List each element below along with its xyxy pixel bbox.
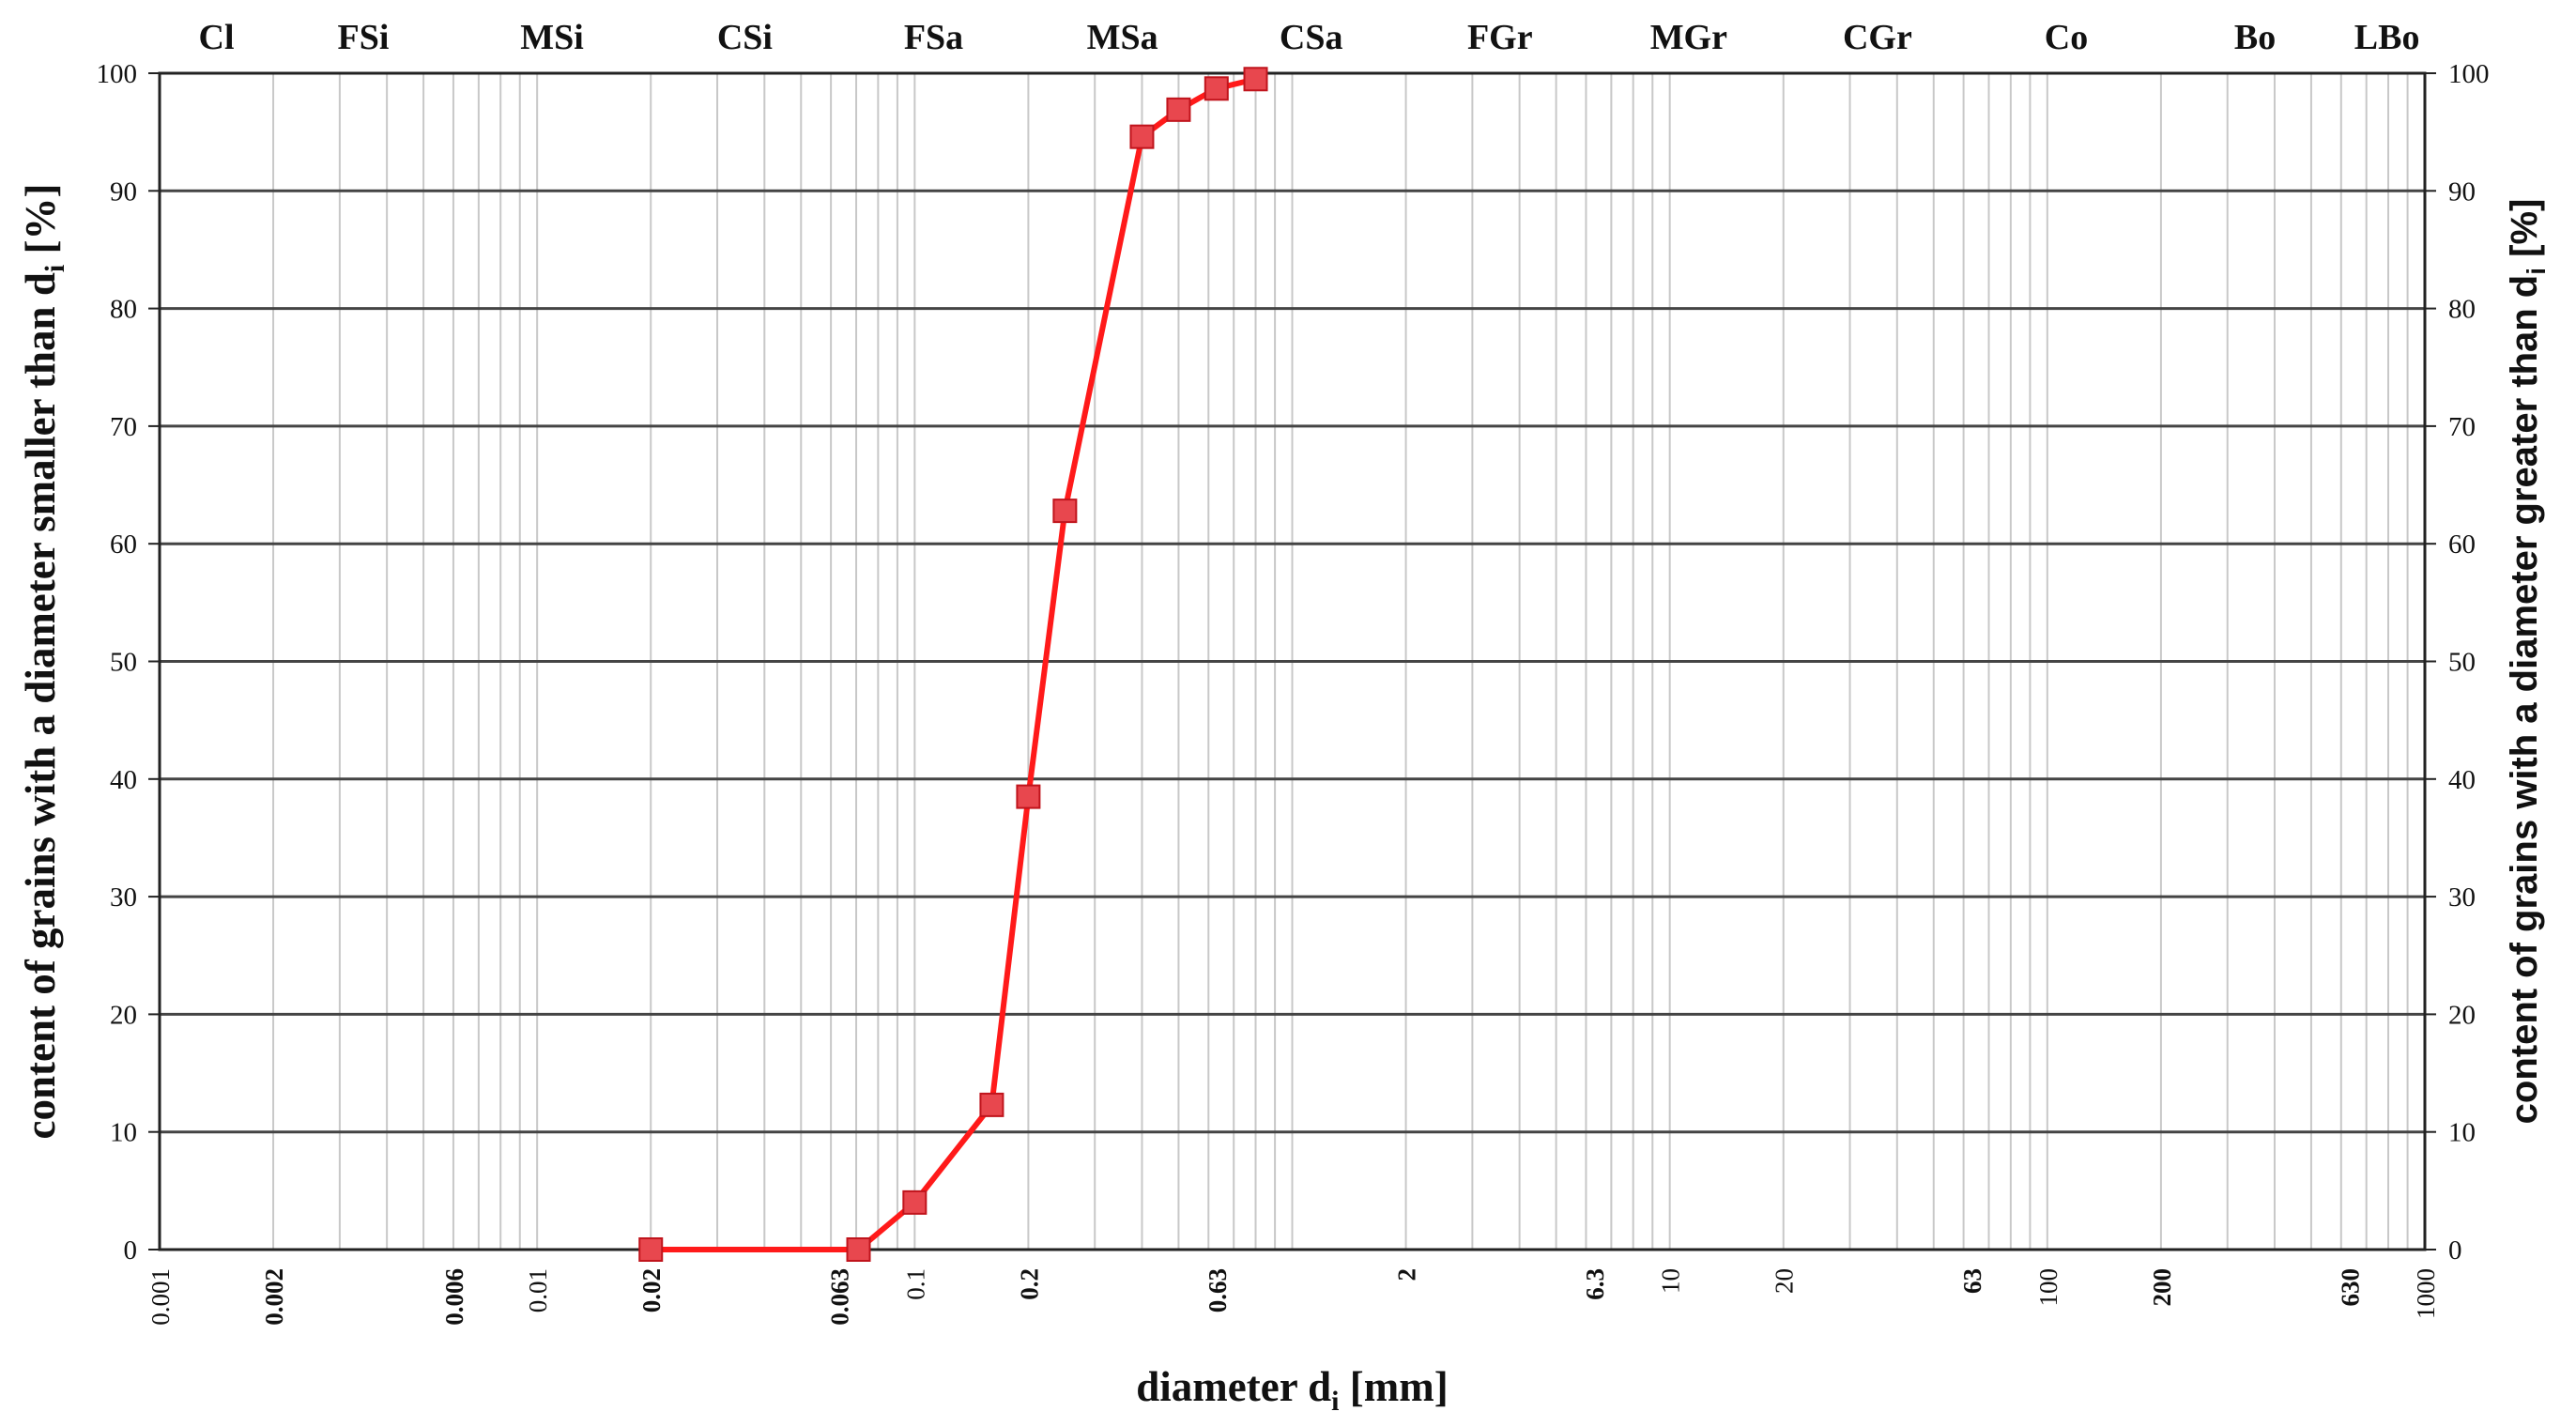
right-y-tick-label: 70	[2448, 412, 2476, 442]
data-point-marker	[846, 1237, 871, 1262]
x-axis-title: diameter di [mm]	[1136, 1363, 1448, 1417]
left-y-axis-title-unit: [%]	[17, 184, 64, 265]
x-tick-label: 1000	[2412, 1268, 2440, 1319]
soil-class-label: CSa	[1280, 18, 1343, 57]
x-axis-title-subscript: i	[1331, 1386, 1339, 1417]
soil-class-label: Cl	[199, 18, 235, 57]
right-y-tick-label: 0	[2448, 1235, 2462, 1266]
right-y-tick-label: 60	[2448, 529, 2476, 560]
left-y-axis-title-main: content of grains with a diameter smalle…	[17, 272, 64, 1139]
left-y-tick-label: 40	[110, 765, 137, 795]
right-y-tick-label: 100	[2448, 59, 2490, 89]
x-tick-labels: 0.001 0.002 0.006 0.01 0.02 0.063 0.1 0.2 0.63 2 6…	[146, 1268, 2440, 1326]
left-y-tick-label: 20	[110, 1000, 137, 1030]
right-y-tick-label: 90	[2448, 176, 2476, 207]
data-point-marker	[1052, 499, 1078, 524]
left-y-tick-label: 90	[110, 176, 137, 207]
soil-class-labels: Cl FSi MSi CSi FSa MSa CSa FGr MGr CGr Co Bo LBo	[199, 18, 2420, 57]
x-tick-label: 0.002	[260, 1268, 288, 1326]
soil-class-label: LBo	[2354, 18, 2420, 57]
soil-class-label: MSi	[520, 18, 584, 57]
right-y-tick-labels: 0 10 20 30 40 50 60 70 80 90 100	[2425, 59, 2490, 1266]
major-gridlines	[160, 189, 2425, 1134]
soil-class-label: FGr	[1467, 18, 1533, 57]
grading-curve-line	[651, 76, 1257, 1252]
data-point-marker	[1204, 76, 1229, 101]
x-tick-label: 630	[2336, 1268, 2364, 1307]
x-tick-label: 0.063	[826, 1268, 854, 1326]
x-axis-title-unit: [mm]	[1340, 1363, 1449, 1410]
x-tick-label: 200	[2148, 1268, 2176, 1307]
left-y-axis-title-subscript: i	[39, 265, 70, 272]
soil-class-label: CGr	[1843, 18, 1912, 57]
left-y-axis-title: content of grains with a diameter smalle…	[17, 184, 70, 1140]
x-tick-label: 0.006	[440, 1268, 468, 1326]
soil-class-label: MGr	[1650, 18, 1727, 57]
x-tick-label: 2	[1393, 1268, 1421, 1281]
x-tick-label: 0.01	[524, 1268, 552, 1312]
x-tick-label: 0.02	[637, 1268, 666, 1312]
x-tick-label: 10	[1657, 1268, 1685, 1294]
data-point-marker	[1243, 67, 1268, 92]
soil-class-label: FSa	[904, 18, 963, 57]
grading-curve	[638, 67, 1268, 1262]
data-point-marker	[979, 1092, 1004, 1117]
left-y-tick-label: 60	[110, 529, 137, 560]
left-y-tick-label: 10	[110, 1118, 137, 1148]
data-point-marker	[1166, 97, 1191, 122]
left-y-tick-label: 50	[110, 648, 137, 678]
left-y-tick-label: 30	[110, 882, 137, 913]
data-point-marker	[902, 1189, 928, 1215]
right-y-tick-label: 50	[2448, 648, 2476, 678]
soil-class-label: Bo	[2234, 18, 2276, 57]
right-y-axis-title: content of grains with a diameter greate…	[2504, 199, 2551, 1125]
soil-class-label: Co	[2045, 18, 2088, 57]
right-y-tick-label: 30	[2448, 882, 2476, 913]
soil-class-label: MSa	[1087, 18, 1158, 57]
right-y-tick-label: 20	[2448, 1000, 2476, 1030]
soil-class-label: FSi	[338, 18, 390, 57]
right-y-tick-label: 80	[2448, 295, 2476, 325]
data-point-marker	[1129, 124, 1155, 149]
soil-class-label: CSi	[717, 18, 773, 57]
right-y-tick-label: 40	[2448, 765, 2476, 795]
x-axis-title-main: diameter d	[1136, 1363, 1331, 1410]
left-y-tick-labels: 0 10 20 30 40 50 60 70 80 90 100	[97, 59, 160, 1266]
left-y-tick-label: 100	[97, 59, 138, 89]
x-tick-label: 0.63	[1204, 1268, 1232, 1312]
right-y-axis-title-main: content of grains with a diameter greate…	[2504, 275, 2545, 1125]
left-y-tick-label: 70	[110, 412, 137, 442]
x-tick-label: 0.2	[1015, 1268, 1043, 1300]
right-y-axis-title-unit: [%]	[2504, 199, 2545, 268]
left-y-tick-label: 0	[124, 1235, 138, 1266]
left-y-tick-label: 80	[110, 295, 137, 325]
data-point-marker	[638, 1237, 664, 1262]
x-tick-label: 20	[1771, 1268, 1799, 1294]
x-tick-label: 100	[2034, 1268, 2062, 1307]
x-tick-label: 6.3	[1581, 1268, 1609, 1300]
right-y-tick-label: 10	[2448, 1118, 2476, 1148]
x-tick-label: 63	[1958, 1268, 1986, 1294]
data-point-marker	[1016, 784, 1041, 809]
x-tick-label: 0.1	[901, 1268, 929, 1300]
x-tick-label: 0.001	[146, 1268, 175, 1326]
right-y-axis-title-subscript: i	[2522, 268, 2551, 275]
